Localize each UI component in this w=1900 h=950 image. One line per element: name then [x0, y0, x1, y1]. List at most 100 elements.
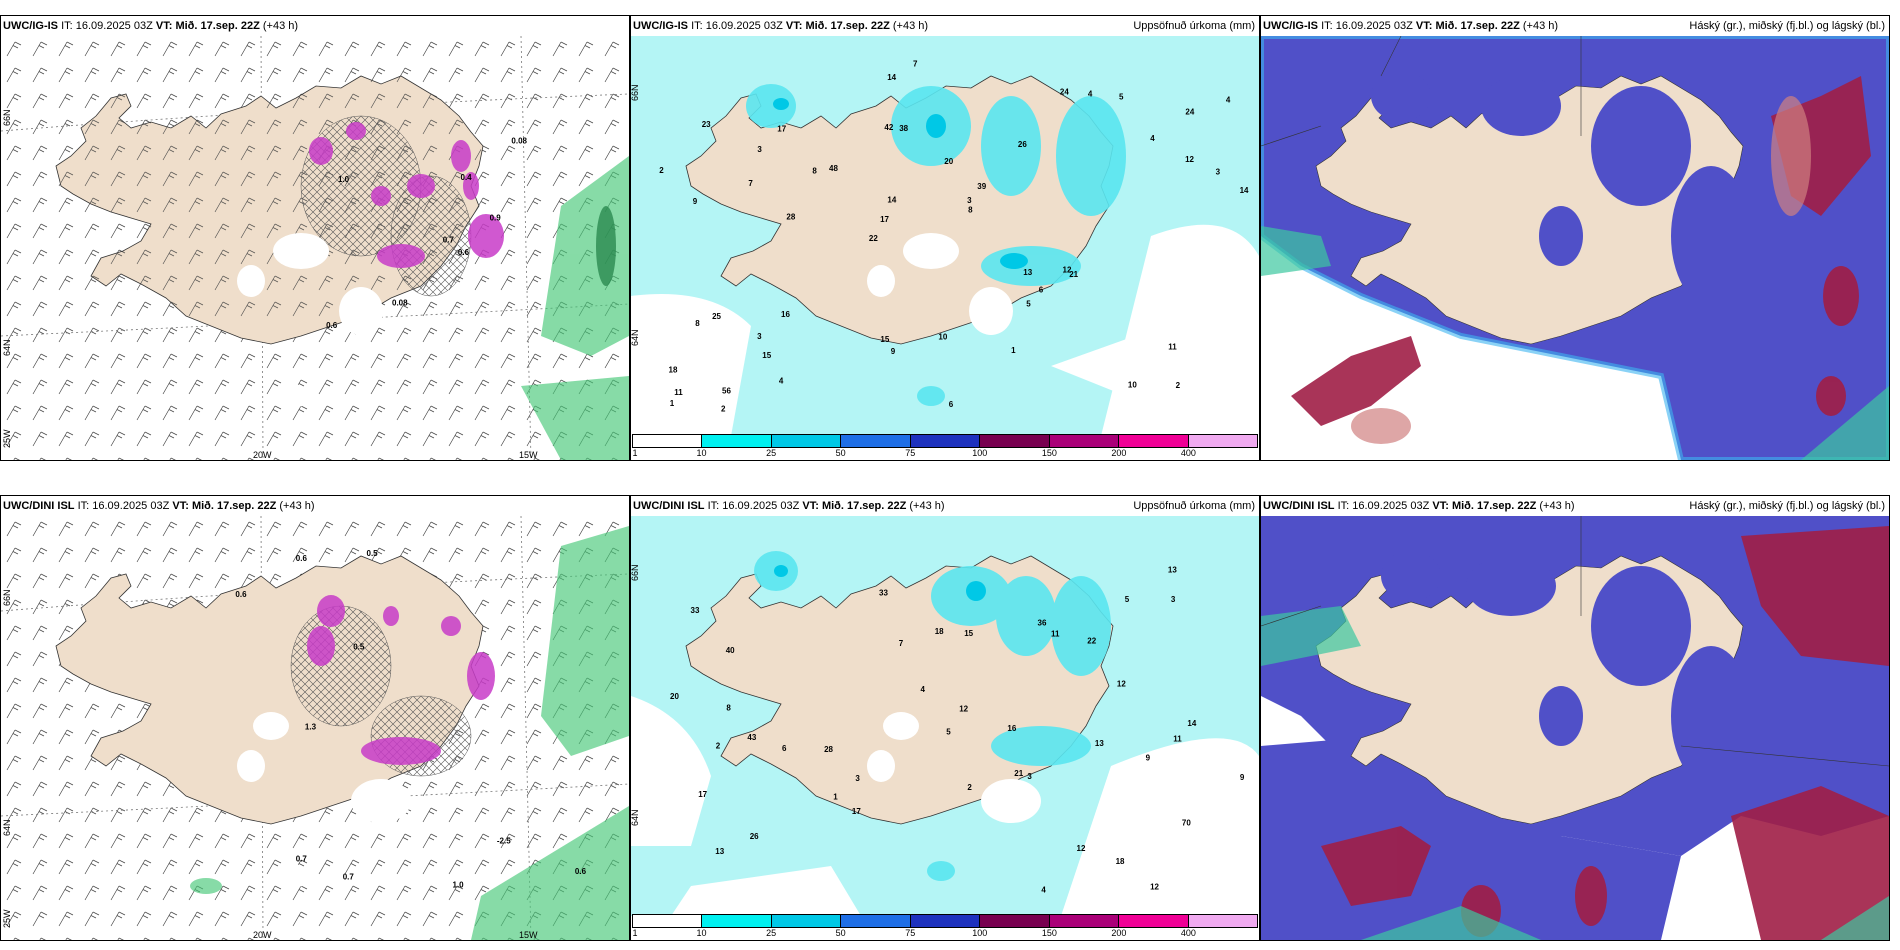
- value-label: 25: [712, 312, 721, 321]
- lat-label: 64N: [630, 329, 640, 346]
- value-label: 13: [715, 847, 724, 856]
- legend-tick: 200: [1111, 448, 1127, 458]
- value-label: 8: [812, 167, 817, 176]
- value-label: 1: [1011, 346, 1016, 355]
- legend-swatch: [633, 915, 703, 927]
- wind-map-panel-dini: UWC/DINI ISL IT: 16.09.2025 03Z VT: Mið.…: [0, 495, 630, 941]
- legend-tick: 50: [835, 448, 846, 458]
- value-label: 3: [967, 196, 972, 205]
- cloud-map-panel-igis: UWC/IG-IS IT: 16.09.2025 03Z VT: Mið. 17…: [1260, 15, 1890, 461]
- value-label: 11: [674, 388, 683, 397]
- panel-header: UWC/IG-IS IT: 16.09.2025 03Z VT: Mið. 17…: [1263, 20, 1559, 32]
- value-label: 11: [1173, 734, 1182, 743]
- value-label: 17: [880, 215, 889, 224]
- panel-title: Háský (gr.), miðský (fj.bl.) og lágský (…: [1689, 20, 1885, 32]
- lon-label: 15W: [519, 930, 538, 940]
- value-label: 0.08: [511, 137, 527, 146]
- value-label: 16: [781, 310, 790, 319]
- lat-label: 66N: [2, 109, 12, 126]
- value-label: 5: [946, 728, 951, 737]
- legend-tick: 400: [1180, 928, 1196, 938]
- lon-label: 15W: [519, 450, 538, 460]
- value-label: 10: [1128, 380, 1137, 389]
- value-label: 13: [1023, 268, 1032, 277]
- legend-swatch: [702, 915, 772, 927]
- value-label: 38: [899, 124, 908, 133]
- legend-swatch: [1049, 915, 1120, 927]
- legend-tick: 1: [632, 448, 638, 458]
- value-label: 2: [659, 166, 664, 175]
- value-label: 40: [726, 646, 735, 655]
- value-label: 14: [887, 195, 896, 204]
- precip-map-panel-igis: UWC/IG-IS IT: 16.09.2025 03Z VT: Mið. 17…: [630, 15, 1260, 461]
- value-label: 48: [829, 164, 838, 173]
- value-label: 7: [913, 60, 918, 69]
- legend-tick: 10: [696, 928, 707, 938]
- value-label: 28: [786, 212, 795, 221]
- value-label: 17: [777, 124, 786, 133]
- legend-swatch: [1188, 435, 1257, 447]
- value-label: 15: [880, 335, 889, 344]
- legend-swatch: [771, 435, 842, 447]
- value-label: 3: [855, 774, 860, 783]
- legend-swatch: [1188, 915, 1257, 927]
- value-label: 13: [1095, 739, 1104, 748]
- value-label: 0.08: [392, 299, 408, 308]
- value-label: 3: [757, 332, 762, 341]
- value-label: 2: [1176, 381, 1181, 390]
- value-label: 0.4: [461, 173, 473, 182]
- value-label: 56: [722, 387, 731, 396]
- precip-legend: 1 10 25 50 75 100 150 200 400: [631, 434, 1259, 458]
- legend-tick: 25: [766, 928, 777, 938]
- value-label: 10: [938, 332, 947, 341]
- value-label: 42: [884, 123, 893, 132]
- value-label: 20: [670, 692, 679, 701]
- value-label: 26: [1018, 140, 1027, 149]
- legend-tick: 75: [905, 928, 916, 938]
- value-label: 7: [748, 179, 753, 188]
- legend-tick: 25: [766, 448, 777, 458]
- value-label: 1.0: [338, 175, 350, 184]
- value-label: 12: [1063, 266, 1072, 275]
- value-label: 26: [750, 832, 759, 841]
- value-label: 11: [1168, 343, 1177, 352]
- value-label: 16: [1007, 724, 1016, 733]
- lon-label: 20W: [253, 930, 272, 940]
- value-label: 3: [1027, 772, 1032, 781]
- lat-label: 66N: [630, 564, 640, 581]
- value-label: 2: [967, 783, 972, 792]
- value-label: 28: [824, 745, 833, 754]
- value-label: 0.7: [343, 872, 355, 881]
- value-label: 4: [1150, 134, 1155, 143]
- lat-label: 25W: [2, 909, 12, 928]
- value-label: 23: [702, 120, 711, 129]
- value-label: 14: [1187, 719, 1196, 728]
- legend-tick: 400: [1180, 448, 1196, 458]
- legend-tick: 200: [1111, 928, 1127, 938]
- legend-tick: 10: [696, 448, 707, 458]
- lat-label: 64N: [630, 809, 640, 826]
- legend-tick: 1: [632, 928, 638, 938]
- value-label: 0.9: [490, 214, 502, 223]
- legend-tick: 150: [1041, 928, 1057, 938]
- legend-swatch: [771, 915, 842, 927]
- value-label: 12: [959, 705, 968, 714]
- value-label: 21: [1069, 270, 1078, 279]
- value-label: 0.7: [296, 855, 308, 864]
- value-label: 4: [779, 376, 784, 385]
- value-label: -2.5: [497, 837, 511, 846]
- panel-header: UWC/IG-IS IT: 16.09.2025 03Z VT: Mið. 17…: [3, 20, 299, 32]
- value-label: 3: [1216, 167, 1221, 176]
- wind-map-panel-igis: UWC/IG-IS IT: 16.09.2025 03Z VT: Mið. 17…: [0, 15, 630, 461]
- value-label: 24: [1185, 108, 1194, 117]
- value-label: 11: [1051, 630, 1060, 639]
- value-label: 15: [964, 629, 973, 638]
- wind-snow-map: 0.61.00.70.60.90.080.080.4: [1, 36, 629, 460]
- value-label: 1: [670, 399, 675, 408]
- value-label: 18: [1116, 857, 1125, 866]
- legend-swatch: [910, 915, 981, 927]
- value-label: 36: [1038, 619, 1047, 628]
- value-label: 3: [757, 145, 762, 154]
- value-label: 70: [1182, 819, 1191, 828]
- value-label: 22: [1087, 637, 1096, 646]
